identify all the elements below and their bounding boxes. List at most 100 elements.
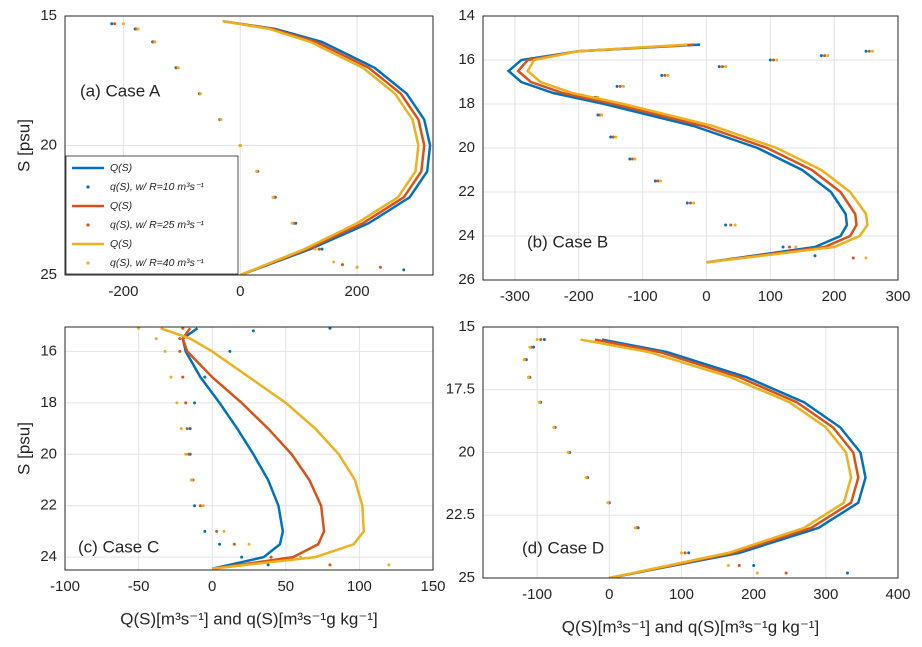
q-dot — [787, 245, 791, 249]
q-dot — [663, 73, 667, 77]
q-dot — [685, 201, 689, 205]
q-dot — [717, 65, 721, 69]
q-dot — [566, 451, 570, 454]
x-tick-label: 300 — [885, 288, 910, 305]
q-dot — [781, 245, 785, 249]
q-dot — [737, 563, 741, 567]
q-dot — [606, 501, 610, 505]
q-dot — [768, 58, 772, 62]
y-tick-label: 24 — [40, 548, 57, 565]
x-axis-label: Q(S)[m³s⁻¹] and q(S)[m³s⁻¹g kg⁻¹] — [120, 609, 377, 628]
x-axis-label: Q(S)[m³s⁻¹] and q(S)[m³s⁻¹g kg⁻¹] — [562, 617, 819, 636]
q-dot — [666, 73, 670, 77]
q-curve — [506, 43, 849, 264]
q-dot — [772, 58, 775, 62]
q-dot — [387, 563, 391, 567]
q-curve — [181, 327, 285, 570]
q-dot — [199, 92, 203, 96]
x-tick-label: -100 — [628, 288, 658, 305]
q-dot — [290, 221, 294, 225]
q-dot — [163, 349, 167, 353]
q-dot — [733, 223, 737, 227]
q-dot — [193, 504, 197, 508]
q-dot — [687, 551, 691, 555]
legend-dot — [86, 185, 90, 189]
q-dot — [609, 135, 613, 139]
q-dot — [845, 571, 849, 575]
q-dot — [184, 452, 188, 456]
y-tick-label: 18 — [458, 95, 475, 112]
q-dot — [726, 563, 730, 567]
plot-area — [110, 19, 432, 275]
y-tick-label: 20 — [458, 443, 475, 460]
q-curve — [222, 19, 432, 275]
q-dot — [193, 401, 197, 405]
q-dot — [826, 54, 830, 58]
q-dot — [528, 345, 532, 349]
x-tick-label: 200 — [741, 586, 766, 603]
x-tick-label: -100 — [522, 586, 552, 603]
q-dot — [181, 327, 185, 330]
y-tick-label: 24 — [458, 227, 475, 244]
q-dot — [660, 73, 664, 77]
q-dot — [238, 144, 242, 147]
x-tick-label: 400 — [885, 586, 910, 603]
q-dot — [176, 66, 180, 70]
q-dot — [328, 327, 332, 330]
y-tick-label: 20 — [40, 136, 57, 153]
q-dot — [867, 49, 871, 53]
q-dot — [240, 555, 244, 559]
q-dot — [851, 256, 855, 260]
y-tick-label: 15 — [458, 318, 475, 335]
q-dot — [870, 49, 874, 53]
legend-label: Q(S) — [110, 162, 132, 174]
q-curve — [160, 327, 366, 570]
y-tick-label: 26 — [458, 271, 475, 288]
q-dot — [271, 195, 275, 199]
q-dot — [181, 375, 185, 379]
q-dot — [819, 54, 823, 58]
q-dot — [136, 27, 140, 31]
y-tick-label: 22 — [458, 183, 475, 200]
q-dot — [219, 118, 223, 122]
q-dot — [185, 427, 189, 431]
q-dot — [615, 84, 619, 88]
q-dot — [823, 54, 827, 58]
q-dot — [218, 542, 222, 546]
q-dot — [679, 551, 683, 555]
q-dot — [340, 263, 344, 267]
q-dot — [328, 563, 332, 567]
legend-label: q(S), w/ R=40 m³s⁻¹ — [110, 257, 204, 269]
y-tick-label: 20 — [40, 445, 57, 462]
x-tick-label: 150 — [420, 578, 445, 595]
legend-label: q(S), w/ R=10 m³s⁻¹ — [110, 181, 204, 193]
q-dot — [313, 247, 317, 251]
q-dot — [190, 478, 194, 482]
axes-box — [64, 326, 434, 571]
q-dot — [724, 223, 728, 227]
x-tick-label: 0 — [236, 283, 244, 300]
q-dot — [630, 157, 634, 161]
q-dot — [113, 22, 117, 26]
x-tick-label: -300 — [500, 288, 530, 305]
q-dot — [775, 58, 779, 62]
y-tick-label: 22 — [40, 497, 57, 514]
q-dot — [184, 401, 188, 405]
q-dot — [596, 95, 600, 99]
q-curve — [526, 43, 869, 264]
q-dot — [178, 349, 182, 353]
q-dot — [689, 201, 692, 205]
q-dot — [653, 179, 657, 183]
q-dot — [198, 504, 202, 508]
q-dot — [110, 22, 114, 26]
y-axis-label: S [psu] — [14, 119, 33, 172]
y-tick-label: 22.5 — [446, 506, 475, 523]
panel-title: (a) Case A — [80, 81, 161, 100]
panel-title: (d) Case D — [522, 538, 604, 557]
q-dot — [584, 476, 588, 480]
q-dot — [864, 49, 868, 53]
x-tick-label: 200 — [822, 288, 847, 305]
q-dot — [137, 327, 141, 330]
q-dot — [614, 135, 618, 139]
